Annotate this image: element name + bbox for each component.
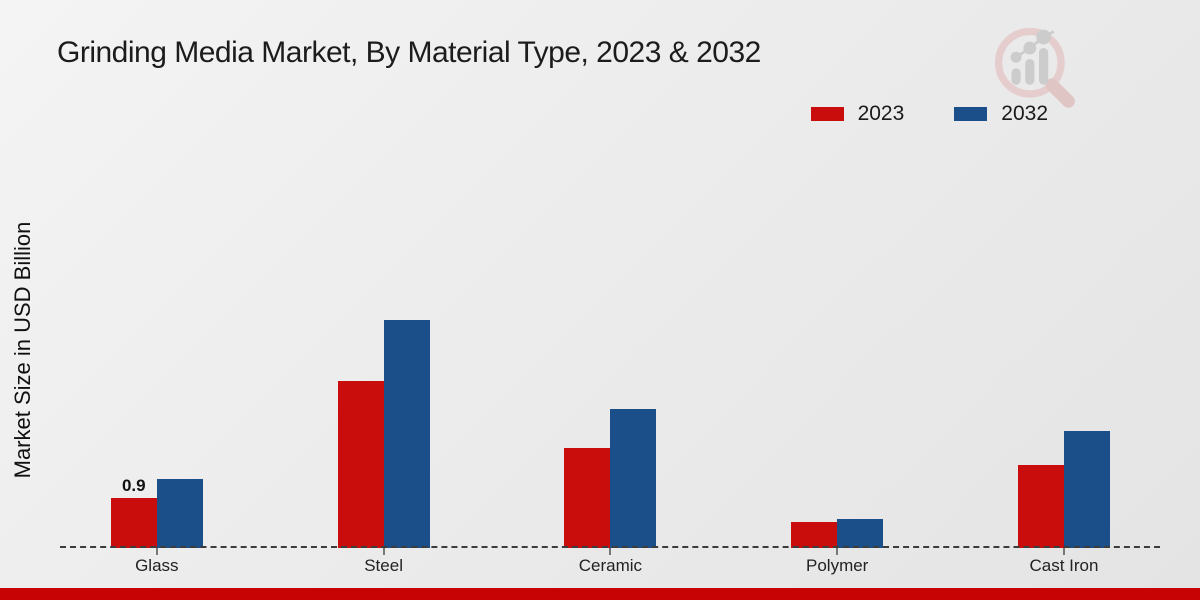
bar-ceramic-2032 [610,409,657,548]
x-axis-tick-glass [155,548,158,555]
magnifier-growth-chart-logo-icon [994,27,1075,108]
x-axis-tick-polymer [836,548,839,555]
category-label-polymer: Polymer [806,556,869,575]
legend-label-2032: 2032 [1001,102,1048,125]
data-label-glass-2023: 0.9 [121,476,146,495]
x-axis-tick-ceramic [609,548,612,555]
category-label-ceramic: Ceramic [578,556,643,575]
bar-cast-iron-2023 [1018,465,1064,548]
bar-cast-iron-2032 [1064,431,1110,548]
category-label-glass: Glass [135,556,179,575]
bar-ceramic-2023 [564,448,611,548]
bar-polymer-2023 [791,522,838,548]
legend-item-2023: 2023 [810,102,905,126]
chart-title: Grinding Media Market, By Material Type,… [57,36,761,69]
category-label-cast-iron: Cast Iron [1029,556,1099,575]
legend-label-2023: 2023 [857,102,905,125]
legend-item-2032: 2032 [954,102,1048,126]
bar-glass-2023 [110,498,157,548]
bar-polymer-2032 [837,519,884,548]
bar-glass-2032 [156,479,203,548]
x-axis-tick-steel [382,548,385,555]
category-label-steel: Steel [364,556,403,575]
zero-baseline [60,546,1160,548]
bar-steel-2032 [383,320,430,548]
bar-steel-2023 [337,381,384,548]
x-axis-tick-cast-iron [1063,548,1065,555]
footer-accent-band [0,588,1200,600]
legend-swatch-2023 [810,107,844,121]
legend: 2023 2032 [810,102,1048,126]
y-axis-label: Market Size in USD Billion [10,221,35,479]
legend-swatch-2032 [954,107,988,121]
